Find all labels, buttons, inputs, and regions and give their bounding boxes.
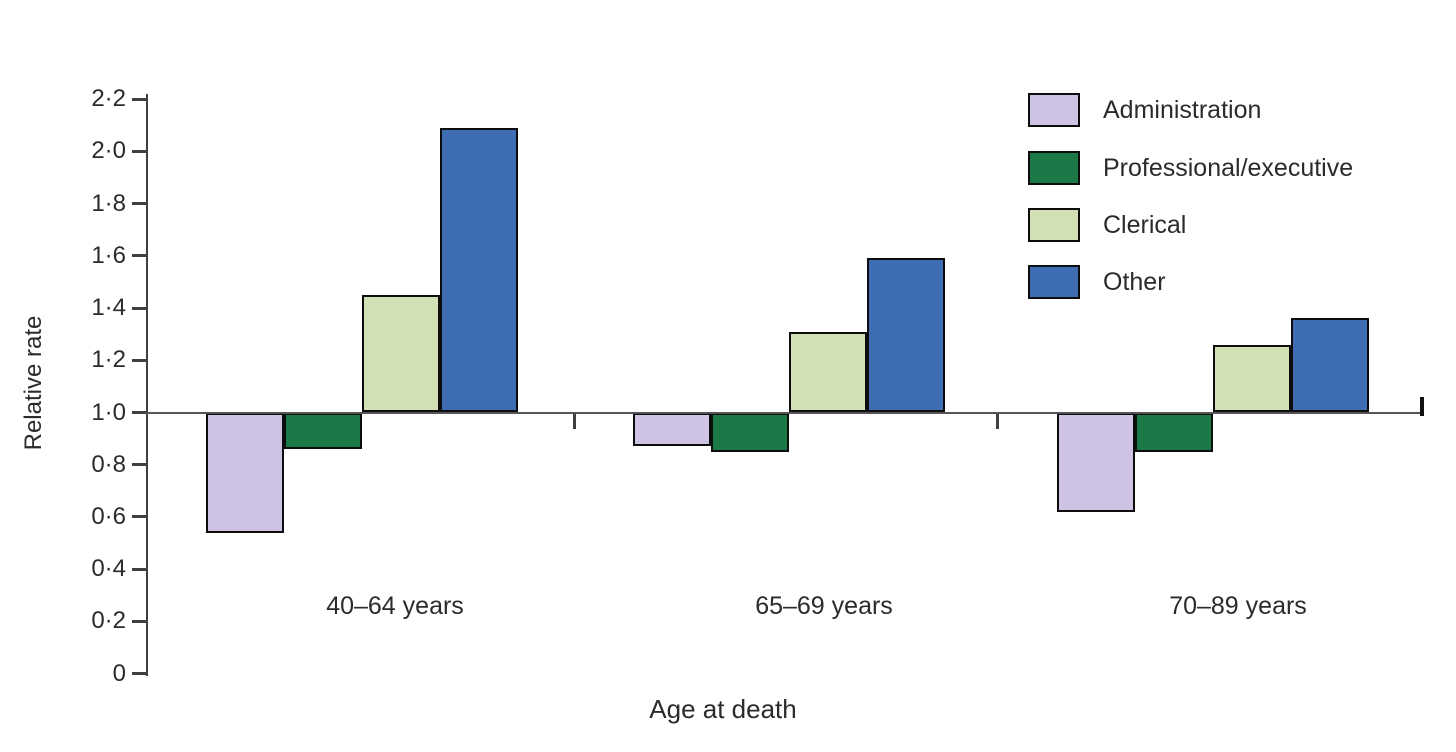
x-category-label-65-69-years: 65–69 years (755, 592, 893, 620)
y-axis-tick-label: 1·4 (91, 294, 126, 322)
bar-clerical-70-89-years (1213, 344, 1291, 413)
bar-other-70-89-years (1291, 318, 1369, 413)
y-axis-title: Relative rate (20, 315, 47, 451)
y-axis-tick (132, 619, 146, 623)
bar-professional-executive-65-69-years (711, 412, 789, 452)
y-axis-tick-label: 1·0 (91, 398, 126, 426)
y-axis-tick-label: 1·2 (91, 346, 126, 374)
y-axis-tick (132, 515, 146, 519)
y-axis-tick (132, 672, 146, 676)
x-category-label-40-64-years: 40–64 years (326, 592, 464, 620)
y-axis-tick-label: 2·2 (91, 85, 126, 113)
y-axis-tick-label: 2·0 (91, 137, 126, 165)
x-axis-title: Age at death (649, 694, 797, 724)
bar-clerical-40-64-years (362, 294, 440, 413)
bar-professional-executive-40-64-years (284, 412, 362, 450)
legend-label-other: Other (1103, 268, 1166, 296)
y-axis-tick (132, 306, 146, 310)
y-axis-tick (132, 202, 146, 206)
x-category-label-70-89-years: 70–89 years (1169, 592, 1307, 620)
y-axis-tick-label: 0·6 (91, 502, 126, 530)
y-axis-tick (132, 358, 146, 362)
y-axis-tick (132, 567, 146, 571)
bar-other-65-69-years (867, 258, 945, 413)
legend-label-clerical: Clerical (1103, 211, 1187, 239)
x-axis-end-tick (1420, 396, 1424, 416)
y-axis-tick (132, 149, 146, 153)
bar-clerical-65-69-years (789, 331, 867, 413)
y-axis-tick-label: 1·8 (91, 189, 126, 217)
legend-swatch-clerical (1028, 208, 1080, 242)
y-axis-tick (132, 97, 146, 101)
legend-label-administration: Administration (1103, 96, 1262, 124)
y-axis-tick-label: 0·4 (91, 555, 126, 583)
bar-other-40-64-years (440, 127, 518, 413)
legend-swatch-professional-executive (1028, 151, 1080, 185)
legend-label-professional-executive: Professional/executive (1103, 154, 1354, 182)
y-axis-tick (132, 254, 146, 258)
y-axis-line (146, 94, 148, 676)
x-axis-baseline (146, 411, 1424, 414)
y-axis-tick-label: 0·8 (91, 450, 126, 478)
bar-administration-70-89-years (1057, 412, 1135, 512)
x-axis-divider-tick (996, 413, 999, 429)
bar-administration-40-64-years (206, 412, 284, 533)
bar-professional-executive-70-89-years (1135, 412, 1213, 452)
bar-administration-65-69-years (633, 412, 711, 447)
y-axis-tick-label: 1·6 (91, 241, 126, 269)
y-axis-tick-label: 0 (112, 659, 126, 687)
y-axis-tick (132, 411, 146, 414)
legend-swatch-other (1028, 265, 1080, 299)
x-axis-divider-tick (573, 413, 576, 429)
y-axis-tick (132, 463, 146, 467)
legend-swatch-administration (1028, 93, 1080, 127)
y-axis-tick-label: 0·2 (91, 607, 126, 635)
